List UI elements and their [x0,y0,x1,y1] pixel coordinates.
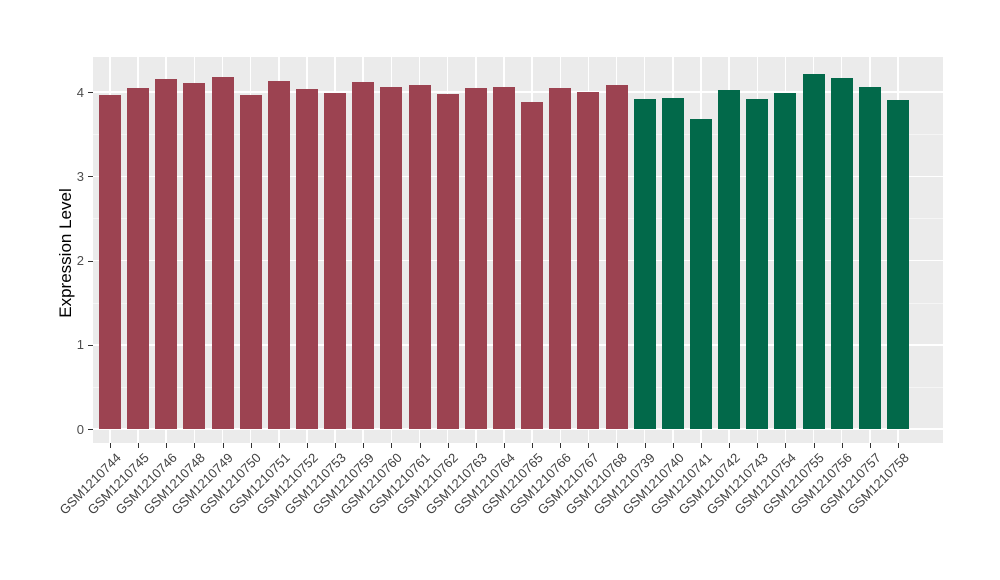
bar [183,82,206,429]
x-tick [335,443,337,448]
x-tick [616,443,618,448]
y-tick [88,429,93,430]
x-tick [869,443,871,448]
y-axis-title: Expression Level [56,188,75,318]
y-tick [88,176,93,178]
plot-panel [93,57,943,443]
x-tick [391,443,393,448]
bar [605,85,628,429]
bar [352,81,375,429]
x-tick [503,443,505,448]
x-tick [222,443,224,448]
x-tick [166,443,168,448]
bar [887,100,909,429]
bar [774,92,797,429]
y-tick [88,92,93,93]
bar [521,102,544,429]
bar [464,87,487,429]
y-tick-label: 2 [76,253,84,268]
x-tick [109,443,111,448]
y-tick-label: 3 [76,168,84,184]
bar [802,73,825,429]
x-tick [532,443,534,448]
y-tick-label: 1 [76,337,84,353]
x-tick [250,443,252,448]
bar [408,85,431,429]
bar [239,95,262,429]
bar [577,92,600,429]
bar [127,87,149,429]
x-tick [841,443,843,448]
bar [155,78,178,429]
gridline-minor [93,134,943,136]
x-tick [138,443,139,448]
bar [492,86,515,429]
x-tick [306,443,308,448]
x-tick [560,443,562,448]
x-tick [588,443,590,448]
bar [380,86,403,429]
y-tick-label: 0 [76,421,84,437]
bar [211,76,234,429]
bar [98,95,121,429]
x-tick [644,443,646,448]
bar [633,98,656,429]
gridline-major [93,91,943,93]
bar [718,89,741,429]
bar [295,88,318,429]
bar [661,97,684,429]
gridline-major [93,175,943,177]
bar [858,86,881,429]
gridline-major [93,259,943,262]
gridline-major [93,344,943,346]
bar [324,92,347,429]
x-tick [672,443,674,448]
bar [436,93,459,429]
x-tick [363,443,365,448]
y-tick [88,344,93,346]
gridline-minor [93,302,943,304]
x-tick [475,443,477,448]
bar [830,77,853,429]
x-tick [194,443,196,448]
x-tick [757,443,759,448]
x-tick [813,443,815,448]
x-tick [278,443,280,448]
bar [746,98,769,429]
x-tick [785,443,787,448]
gridline-major [93,428,943,430]
y-tick [88,260,93,262]
x-tick [447,443,449,448]
gridline-minor [93,386,943,388]
gridline-minor [93,218,943,220]
bar [549,87,572,429]
bar [267,81,290,429]
x-tick [729,443,731,448]
x-tick [700,443,702,448]
x-tick [419,443,421,448]
bar [689,119,712,429]
y-tick-label: 4 [76,84,84,100]
x-tick [898,443,899,448]
